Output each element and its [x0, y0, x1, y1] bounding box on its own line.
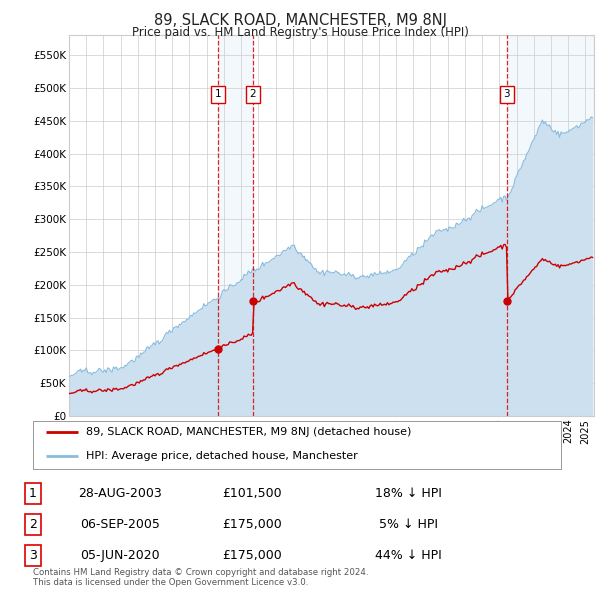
- Text: 18% ↓ HPI: 18% ↓ HPI: [374, 487, 442, 500]
- Text: Price paid vs. HM Land Registry's House Price Index (HPI): Price paid vs. HM Land Registry's House …: [131, 26, 469, 39]
- Bar: [218, 35, 253, 416]
- Text: £175,000: £175,000: [222, 518, 282, 531]
- Bar: [506, 35, 594, 416]
- Text: 2: 2: [29, 518, 37, 531]
- Text: 05-JUN-2020: 05-JUN-2020: [80, 549, 160, 562]
- Text: 44% ↓ HPI: 44% ↓ HPI: [374, 549, 442, 562]
- Text: 3: 3: [29, 549, 37, 562]
- Text: 89, SLACK ROAD, MANCHESTER, M9 8NJ (detached house): 89, SLACK ROAD, MANCHESTER, M9 8NJ (deta…: [86, 427, 411, 437]
- Text: Contains HM Land Registry data © Crown copyright and database right 2024.
This d: Contains HM Land Registry data © Crown c…: [33, 568, 368, 587]
- Text: 1: 1: [29, 487, 37, 500]
- Text: 1: 1: [215, 90, 221, 100]
- Text: HPI: Average price, detached house, Manchester: HPI: Average price, detached house, Manc…: [86, 451, 358, 461]
- Text: 3: 3: [503, 90, 510, 100]
- Text: 06-SEP-2005: 06-SEP-2005: [80, 518, 160, 531]
- Text: 5% ↓ HPI: 5% ↓ HPI: [379, 518, 437, 531]
- Text: 28-AUG-2003: 28-AUG-2003: [78, 487, 162, 500]
- Text: £101,500: £101,500: [222, 487, 282, 500]
- Text: £175,000: £175,000: [222, 549, 282, 562]
- Text: 89, SLACK ROAD, MANCHESTER, M9 8NJ: 89, SLACK ROAD, MANCHESTER, M9 8NJ: [154, 13, 446, 28]
- Text: 2: 2: [250, 90, 256, 100]
